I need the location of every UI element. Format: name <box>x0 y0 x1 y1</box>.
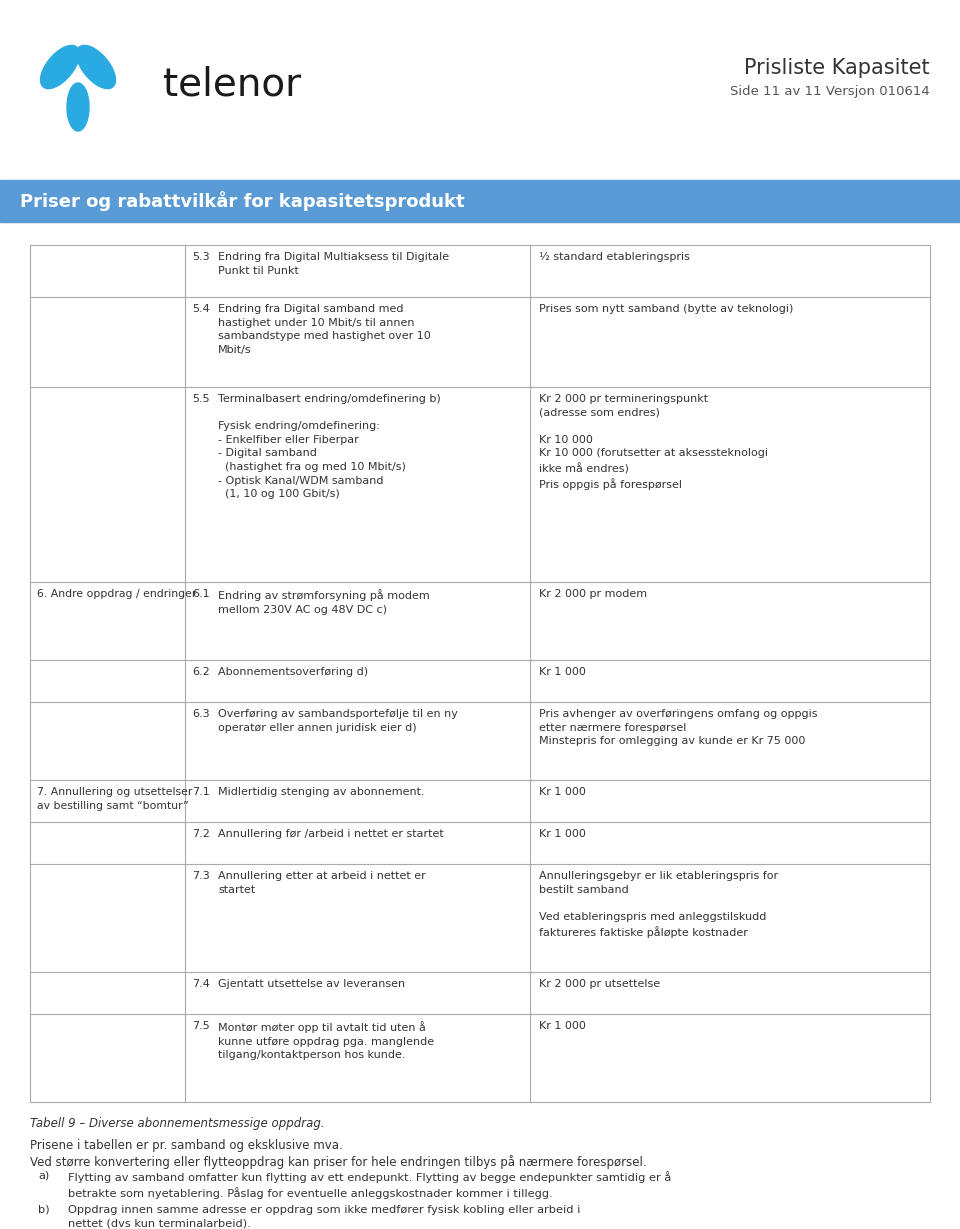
Text: Endring av strømforsyning på modem
mellom 230V AC og 48V DC c): Endring av strømforsyning på modem mello… <box>218 589 430 614</box>
Text: 5.5: 5.5 <box>192 395 209 404</box>
Text: Pris avhenger av overføringens omfang og oppgis
etter nærmere forespørsel
Minste: Pris avhenger av overføringens omfang og… <box>539 709 818 746</box>
Text: 7.5: 7.5 <box>192 1021 209 1031</box>
Text: Tabell 9 – Diverse abonnementsmessige oppdrag.: Tabell 9 – Diverse abonnementsmessige op… <box>30 1117 324 1129</box>
Text: Kr 2 000 pr utsettelse: Kr 2 000 pr utsettelse <box>539 980 660 989</box>
Text: Ved større konvertering eller flytteoppdrag kan priser for hele endringen tilbys: Ved større konvertering eller flytteoppd… <box>30 1155 647 1169</box>
Polygon shape <box>67 84 89 132</box>
Text: 5.3: 5.3 <box>192 252 209 262</box>
Text: Annullering før /arbeid i nettet er startet: Annullering før /arbeid i nettet er star… <box>218 830 444 839</box>
Text: Kr 2 000 pr modem: Kr 2 000 pr modem <box>539 589 647 599</box>
Text: ½ standard etableringspris: ½ standard etableringspris <box>539 252 690 262</box>
Text: 6.1: 6.1 <box>192 589 209 599</box>
Text: Kr 1 000: Kr 1 000 <box>539 787 586 796</box>
Text: Kr 1 000: Kr 1 000 <box>539 667 586 677</box>
Text: Prises som nytt samband (bytte av teknologi): Prises som nytt samband (bytte av teknol… <box>539 304 793 313</box>
Bar <box>0 179 960 222</box>
Polygon shape <box>40 45 80 88</box>
Text: Prisene i tabellen er pr. samband og eksklusive mva.: Prisene i tabellen er pr. samband og eks… <box>30 1139 343 1152</box>
Text: 6.3: 6.3 <box>192 709 209 719</box>
Text: 7.1: 7.1 <box>192 787 209 796</box>
Text: Annulleringsgebyr er lik etableringspris for
bestilt samband

Ved etableringspri: Annulleringsgebyr er lik etableringspris… <box>539 871 779 938</box>
Text: Midlertidig stenging av abonnement.: Midlertidig stenging av abonnement. <box>218 787 424 796</box>
Text: Flytting av samband omfatter kun flytting av ett endepunkt. Flytting av begge en: Flytting av samband omfatter kun flyttin… <box>68 1171 671 1198</box>
Text: Abonnementsoverføring d): Abonnementsoverføring d) <box>218 667 368 677</box>
Text: b): b) <box>38 1204 50 1215</box>
Text: 7.3: 7.3 <box>192 871 209 881</box>
Text: Kr 1 000: Kr 1 000 <box>539 1021 586 1031</box>
Text: Endring fra Digital samband med
hastighet under 10 Mbit/s til annen
sambandstype: Endring fra Digital samband med hastighe… <box>218 304 431 355</box>
Text: Endring fra Digital Multiaksess til Digitale
Punkt til Punkt: Endring fra Digital Multiaksess til Digi… <box>218 252 449 275</box>
Text: Kr 1 000: Kr 1 000 <box>539 830 586 839</box>
Text: Overføring av sambandsportefølje til en ny
operatør eller annen juridisk eier d): Overføring av sambandsportefølje til en … <box>218 709 458 732</box>
Text: Annullering etter at arbeid i nettet er
startet: Annullering etter at arbeid i nettet er … <box>218 871 425 895</box>
Text: Oppdrag innen samme adresse er oppdrag som ikke medfører fysisk kobling eller ar: Oppdrag innen samme adresse er oppdrag s… <box>68 1204 581 1228</box>
Text: 7. Annullering og utsettelser
av bestilling samt “bomtur”: 7. Annullering og utsettelser av bestill… <box>37 787 192 811</box>
Text: Prisliste Kapasitet: Prisliste Kapasitet <box>744 58 930 77</box>
Text: telenor: telenor <box>163 66 301 104</box>
Text: 6.2: 6.2 <box>192 667 209 677</box>
Text: 5.4: 5.4 <box>192 304 209 313</box>
Text: Priser og rabattvilkår for kapasitetsprodukt: Priser og rabattvilkår for kapasitetspro… <box>20 190 465 211</box>
Text: 6. Andre oppdrag / endringer: 6. Andre oppdrag / endringer <box>37 589 197 599</box>
Text: 7.4: 7.4 <box>192 980 210 989</box>
Text: Terminalbasert endring/omdefinering b)

Fysisk endring/omdefinering:
- Enkelfibe: Terminalbasert endring/omdefinering b) F… <box>218 395 441 499</box>
Text: a): a) <box>38 1171 49 1181</box>
Text: 7.2: 7.2 <box>192 830 210 839</box>
Text: Side 11 av 11 Versjon 010614: Side 11 av 11 Versjon 010614 <box>731 86 930 98</box>
Text: Gjentatt utsettelse av leveransen: Gjentatt utsettelse av leveransen <box>218 980 405 989</box>
Bar <box>30 245 930 1102</box>
Polygon shape <box>77 45 115 88</box>
Text: Montør møter opp til avtalt tid uten å
kunne utføre oppdrag pga. manglende
tilga: Montør møter opp til avtalt tid uten å k… <box>218 1021 434 1061</box>
Text: Kr 2 000 pr termineringspunkt
(adresse som endres)

Kr 10 000
Kr 10 000 (forutse: Kr 2 000 pr termineringspunkt (adresse s… <box>539 395 768 490</box>
